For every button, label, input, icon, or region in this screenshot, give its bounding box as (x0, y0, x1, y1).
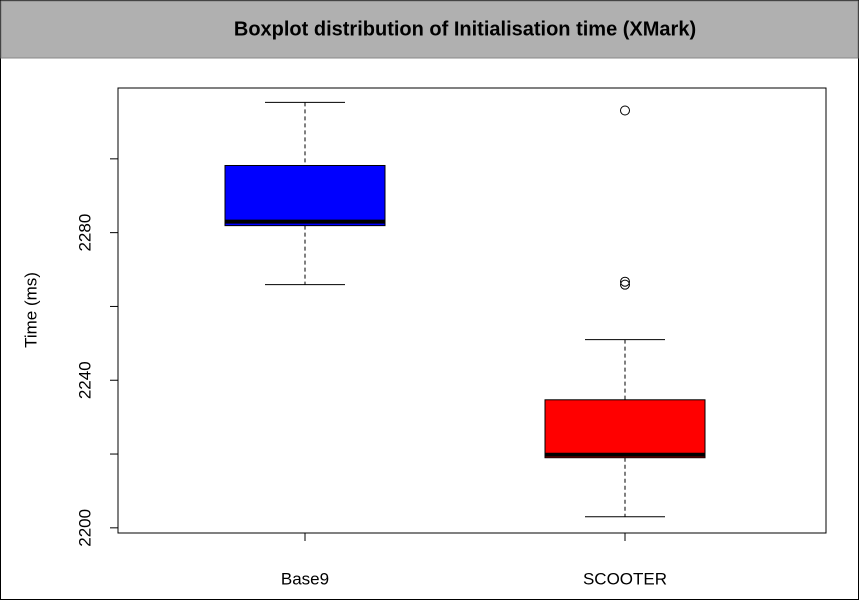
y-axis-label: Time (ms) (21, 272, 40, 348)
outlier (620, 279, 630, 290)
y-tick-label: 2280 (75, 214, 94, 252)
outlier (620, 276, 630, 287)
plot-area (117, 87, 827, 534)
title-bar (0, 0, 859, 59)
outlier (620, 105, 630, 116)
chart-title: Boxplot distribution of Initialisation t… (234, 18, 696, 40)
y-tick-label: 2200 (75, 509, 94, 547)
x-tick-label: Base9 (281, 569, 329, 588)
box (224, 164, 386, 227)
box (544, 399, 706, 459)
x-tick-label: SCOOTER (583, 569, 667, 588)
y-tick-label: 2240 (75, 361, 94, 399)
